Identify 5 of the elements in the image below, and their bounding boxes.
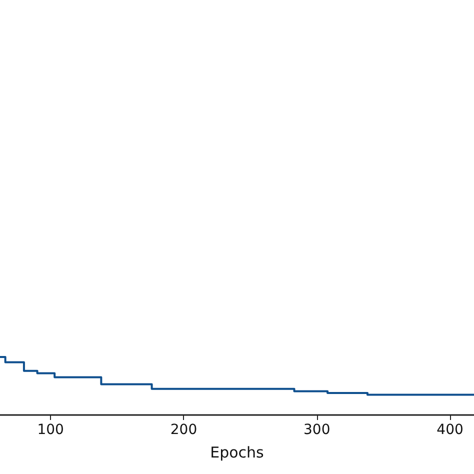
- x-tick-label: 100: [37, 422, 64, 438]
- x-axis-title: Epochs: [210, 444, 264, 462]
- x-tick-label: 400: [436, 422, 464, 438]
- x-tick-label: 300: [304, 422, 330, 438]
- x-tick-label: 200: [170, 422, 198, 438]
